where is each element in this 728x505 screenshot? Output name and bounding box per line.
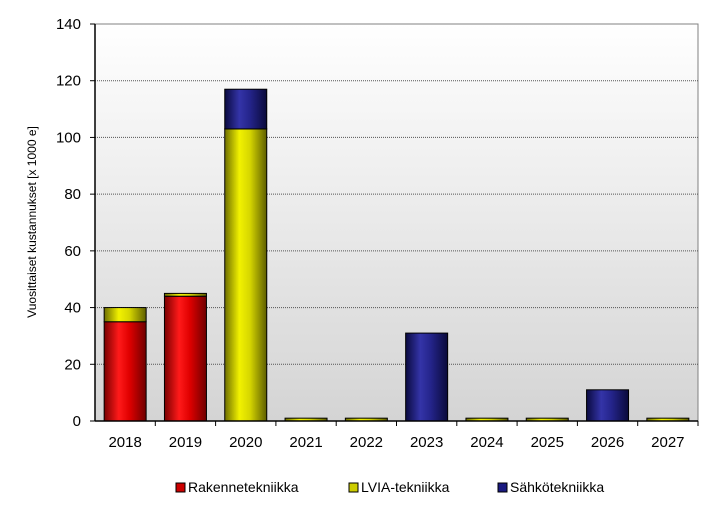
bar-segment <box>163 295 207 422</box>
x-tick-label: 2020 <box>229 434 262 451</box>
bar-segment <box>405 332 449 422</box>
y-tick-label: 60 <box>64 243 81 260</box>
x-tick-label: 2025 <box>531 434 564 451</box>
x-tick-label: 2021 <box>289 434 322 451</box>
legend-swatch <box>348 482 359 493</box>
bar-segment <box>103 321 147 422</box>
legend-label: Sähkötekniikka <box>510 479 604 495</box>
x-tick-label: 2024 <box>470 434 503 451</box>
y-tick-label: 140 <box>56 16 81 33</box>
y-tick-label: 40 <box>64 300 81 317</box>
x-tick-label: 2026 <box>591 434 624 451</box>
y-tick-label: 120 <box>56 73 81 90</box>
legend: Rakennetekniikka LVIA-tekniikka Sähkötekni… <box>175 479 604 495</box>
bar-segment <box>224 88 268 130</box>
y-ticks: 0 20 40 60 80 100 120 140 <box>56 16 95 430</box>
x-tick-label: 2018 <box>108 434 141 451</box>
y-axis-label: Vuosittaiset kustannukset [x 1000 e] <box>25 126 39 318</box>
bar-segment <box>163 292 207 297</box>
bar-segment <box>586 389 630 422</box>
legend-label: LVIA-tekniikka <box>361 479 450 495</box>
y-tick-label: 80 <box>64 186 81 203</box>
y-tick-label: 0 <box>73 413 81 430</box>
x-tick-label: 2019 <box>169 434 202 451</box>
legend-swatch <box>175 482 186 493</box>
y-tick-label: 20 <box>64 356 81 373</box>
y-tick-label: 100 <box>56 129 81 146</box>
legend-label: Rakennetekniikka <box>188 479 299 495</box>
x-tick-label: 2022 <box>350 434 383 451</box>
x-tick-label: 2023 <box>410 434 443 451</box>
x-ticks: 2018 2019 2020 2021 2022 2023 2024 2025 2026 2027 <box>108 421 699 451</box>
bar-segment <box>224 128 268 422</box>
x-tick-label: 2027 <box>651 434 684 451</box>
legend-swatch <box>497 482 508 493</box>
bar-segment <box>103 307 147 323</box>
